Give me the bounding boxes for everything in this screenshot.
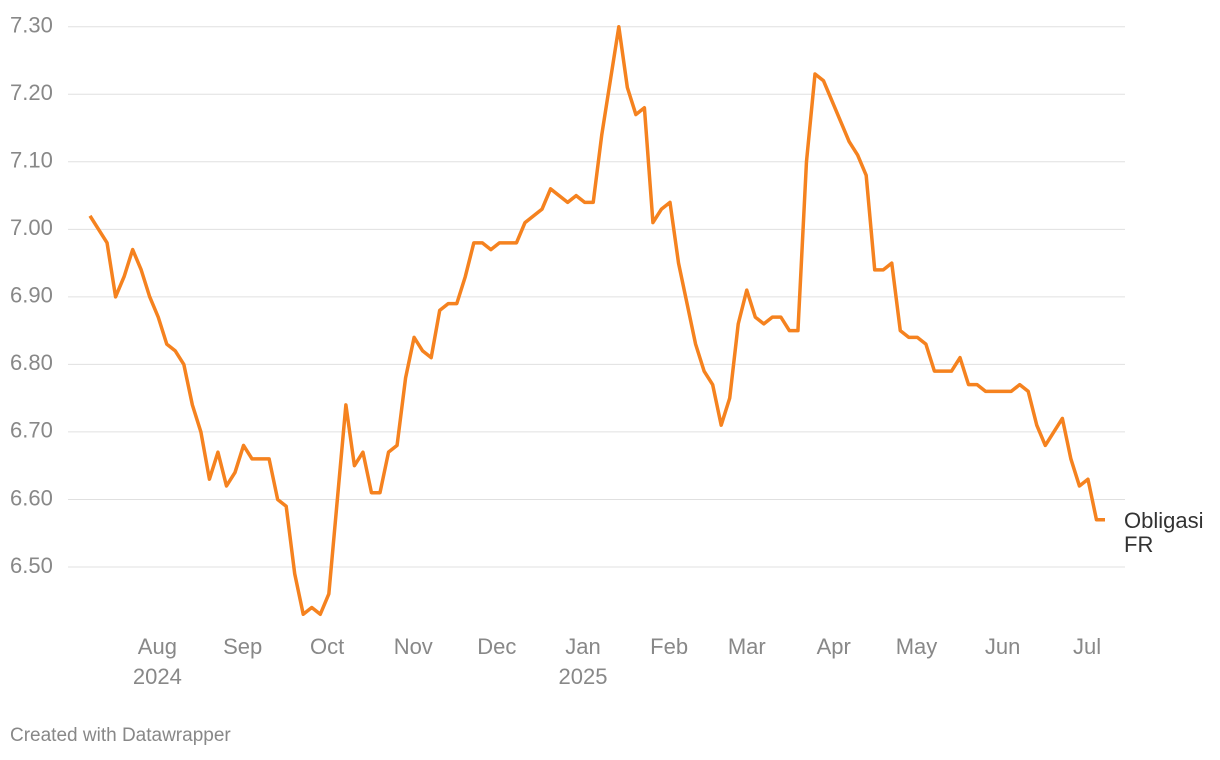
x-tick-label: Nov	[394, 634, 433, 659]
x-tick-label: Apr	[817, 634, 851, 659]
y-tick-label: 7.00	[10, 215, 53, 240]
x-tick-label: Jun	[985, 634, 1020, 659]
x-tick-label: Aug	[138, 634, 177, 659]
y-tick-label: 7.30	[10, 13, 53, 38]
y-tick-label: 6.50	[10, 553, 53, 578]
x-tick-label: Dec	[477, 634, 516, 659]
x-tick-label: Oct	[310, 634, 344, 659]
y-tick-label: 6.80	[10, 350, 53, 375]
y-tick-label: 6.70	[10, 418, 53, 443]
y-tick-label: 7.20	[10, 80, 53, 105]
y-tick-label: 7.10	[10, 148, 53, 173]
x-year-label: 2024	[133, 664, 182, 689]
x-tick-label: May	[896, 634, 938, 659]
x-tick-label: Sep	[223, 634, 262, 659]
y-tick-label: 6.60	[10, 485, 53, 510]
y-tick-label: 6.90	[10, 283, 53, 308]
x-tick-label: Feb	[650, 634, 688, 659]
x-tick-label: Mar	[728, 634, 766, 659]
series-line	[88, 25, 1105, 616]
x-tick-label: Jan	[565, 634, 600, 659]
series-label: Obligasi FR	[1124, 508, 1204, 557]
chart: 6.50 6.60 6.70 6.80 6.90 7.00 7.10 7.20 7.30 Aug S…	[10, 13, 1125, 689]
x-tick-label: Jul	[1073, 634, 1101, 659]
x-year-label: 2025	[559, 664, 608, 689]
footer: Created with Datawrapper	[10, 725, 231, 746]
